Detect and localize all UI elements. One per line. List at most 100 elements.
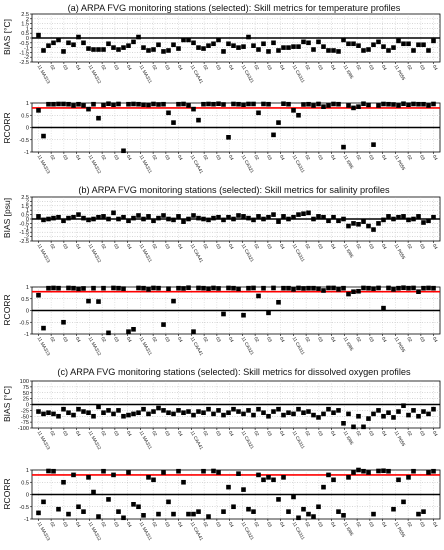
data-point [361, 48, 366, 53]
data-point [376, 103, 381, 108]
data-point [41, 217, 46, 223]
y-tick-label: -100 [18, 426, 29, 432]
data-point [331, 214, 336, 220]
x-tick-label: 02 [406, 154, 413, 161]
x-tick-label: 03 [317, 430, 324, 437]
data-point [296, 285, 301, 291]
data-point [426, 285, 431, 291]
y-tick-label: 0.5 [21, 213, 29, 219]
data-point [371, 411, 376, 417]
data-point [126, 218, 131, 224]
data-point [246, 101, 251, 107]
data-point [226, 214, 231, 220]
data-point [306, 210, 311, 216]
data-point [271, 409, 276, 414]
x-tick-label: 03 [215, 336, 222, 343]
data-point [156, 102, 161, 107]
data-point [81, 286, 86, 291]
x-tick-label: 04 [432, 64, 439, 71]
data-point [356, 221, 361, 227]
x-tick-label: 03 [62, 243, 69, 250]
data-point [216, 408, 221, 413]
data-point [61, 101, 66, 107]
data-point [176, 285, 181, 291]
data-point [271, 212, 276, 217]
y-tick-label: -0.5 [19, 138, 29, 144]
data-point [181, 37, 186, 43]
data-point [51, 285, 56, 291]
data-point [416, 511, 421, 517]
data-point [221, 412, 226, 418]
data-point [76, 212, 81, 217]
data-point [266, 49, 271, 54]
data-point [96, 404, 101, 410]
data-point [341, 285, 346, 291]
x-tick-label: 04 [177, 154, 184, 161]
data-point [316, 504, 321, 510]
x-tick-label: 03 [215, 521, 222, 528]
data-point [186, 285, 191, 291]
data-point [56, 37, 61, 43]
x-tick-label: 02 [202, 430, 209, 437]
data-point [376, 408, 381, 413]
x-tick-label: 02 [49, 521, 56, 528]
x-tick-label: 04 [177, 243, 184, 250]
data-point [236, 213, 241, 218]
data-point [171, 511, 176, 517]
x-tick-label: 02 [355, 243, 362, 250]
data-point [136, 504, 141, 510]
data-point [106, 408, 111, 413]
data-point [416, 413, 421, 419]
data-point [161, 470, 166, 475]
data-point [76, 34, 81, 40]
data-point [191, 511, 196, 517]
data-point [196, 45, 201, 50]
data-point [41, 499, 46, 505]
y-tick-label: 2 [26, 17, 29, 23]
data-point [116, 285, 121, 291]
y-tick-label: -2 [24, 55, 29, 61]
data-point [71, 412, 76, 418]
data-point [61, 218, 66, 224]
data-point [211, 285, 216, 291]
data-point [46, 468, 51, 474]
data-point [191, 412, 196, 418]
data-point [241, 312, 246, 318]
x-tick-label: 03 [266, 243, 273, 250]
data-point [101, 214, 106, 219]
data-point [286, 410, 291, 416]
data-point [296, 212, 301, 217]
x-tick-label: 03 [113, 154, 120, 161]
data-point [196, 509, 201, 514]
data-point [226, 410, 231, 416]
data-point [86, 46, 91, 51]
data-point [406, 102, 411, 108]
data-point [416, 101, 421, 107]
data-point [121, 214, 126, 220]
x-tick-label: 03 [368, 64, 375, 71]
data-point [371, 142, 376, 147]
data-point [131, 411, 136, 417]
data-point [101, 47, 106, 52]
data-point [206, 43, 211, 48]
data-point [236, 45, 241, 50]
data-point [231, 504, 236, 510]
data-point [386, 410, 391, 416]
data-point [296, 112, 301, 118]
data-point [221, 102, 226, 107]
data-point [276, 120, 281, 125]
data-point [366, 102, 371, 108]
y-tick-label: -0.5 [19, 41, 29, 47]
data-point [406, 475, 411, 480]
x-tick-label: 04 [279, 521, 286, 528]
data-point [191, 329, 196, 334]
data-point [391, 287, 396, 292]
data-point [141, 285, 146, 291]
data-point [271, 40, 276, 46]
data-point [411, 48, 416, 53]
data-point [311, 216, 316, 222]
data-point [256, 293, 261, 299]
x-tick-label: 03 [215, 243, 222, 250]
x-tick-label: 02 [151, 336, 158, 343]
data-point [321, 288, 326, 293]
